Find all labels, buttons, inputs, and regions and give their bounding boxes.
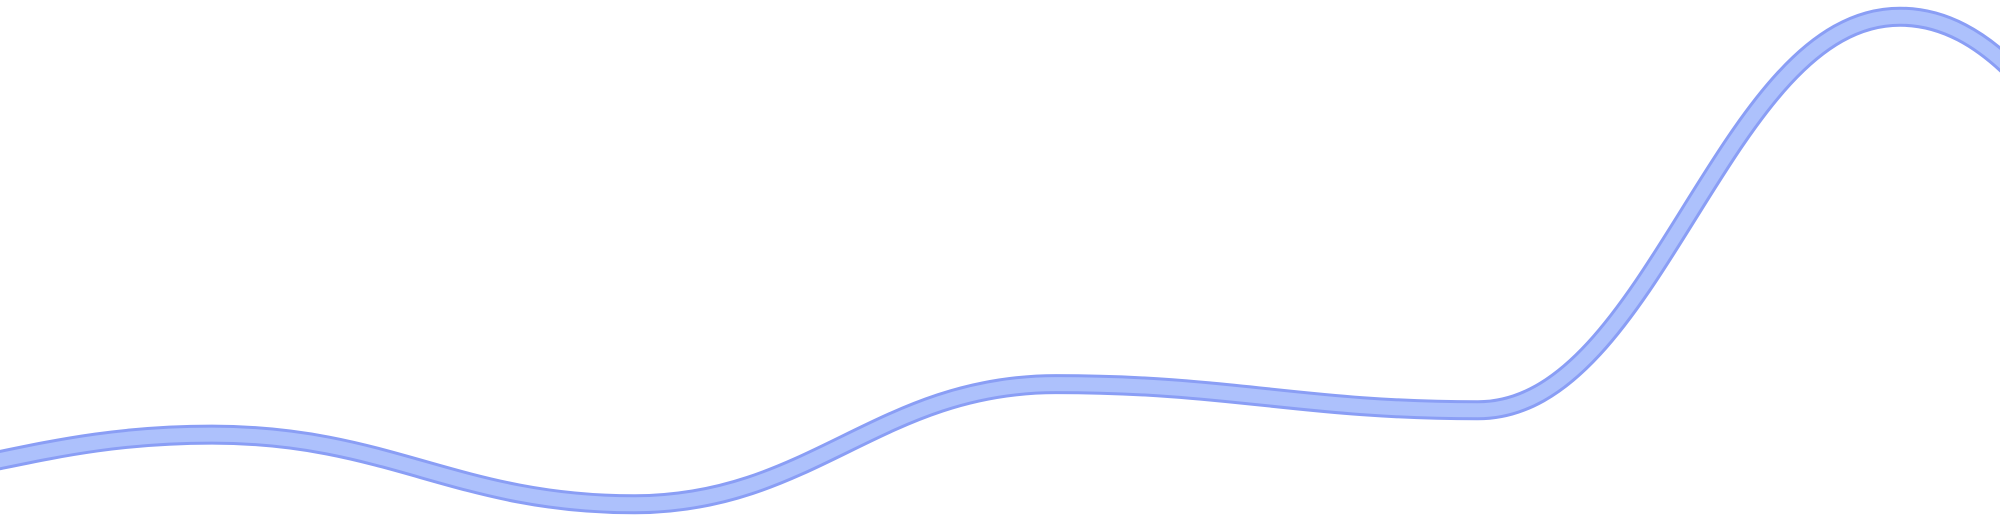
series-line-outline [0,6,2000,515]
series-layer [0,6,2000,515]
series-line [0,9,2000,512]
